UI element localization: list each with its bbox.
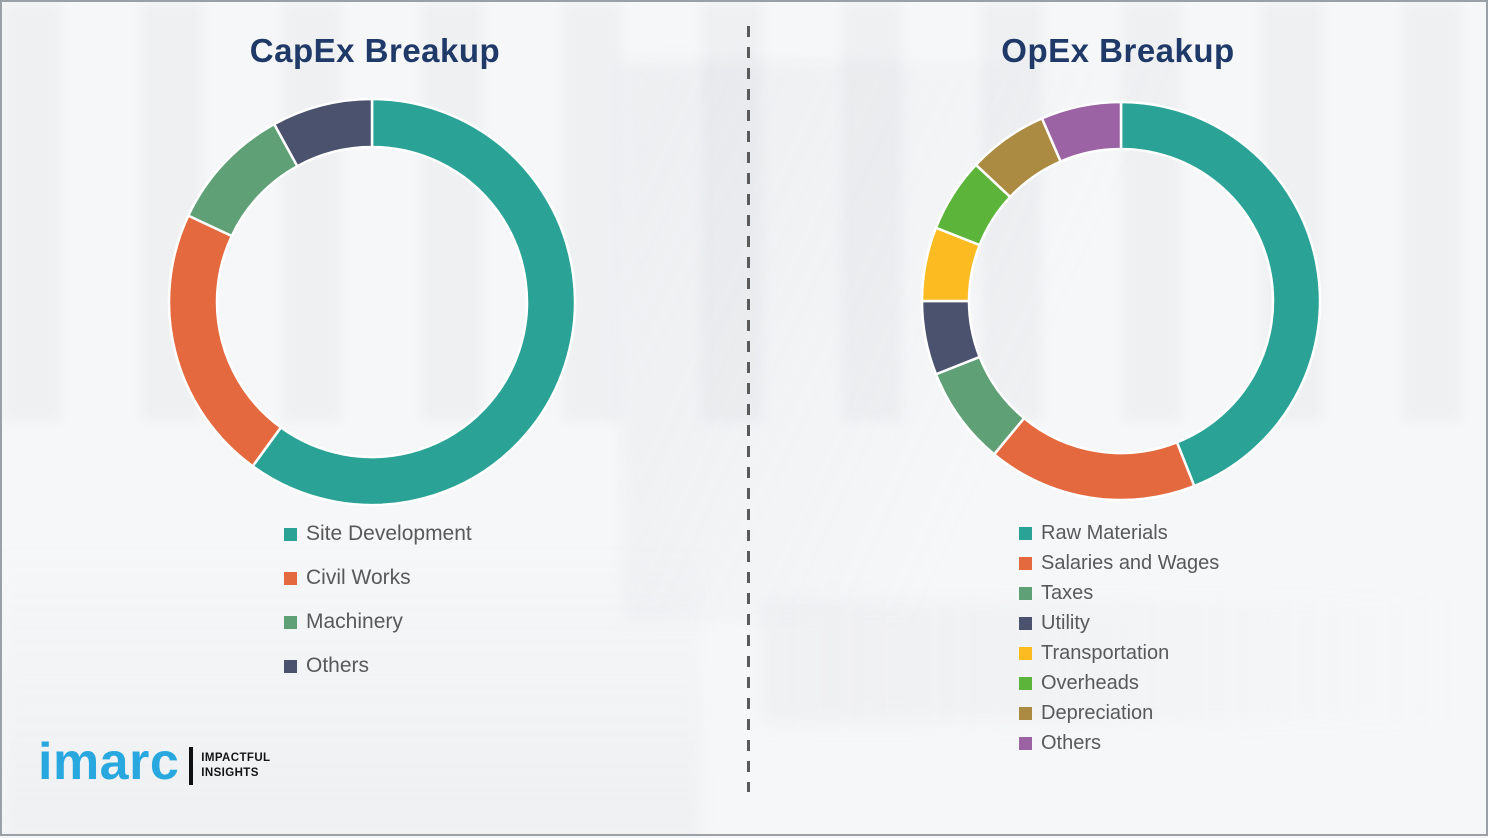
capex-legend: Site Development Civil Works Machinery Othe… [284,512,472,688]
donut-segment-site-development [250,97,577,507]
opex-donut-chart [920,100,1322,502]
donut-segment-raw-materials [1119,100,1322,488]
legend-item: Raw Materials [1019,518,1219,548]
logo-tagline-line1: IMPACTFUL [201,751,271,764]
donut-segment-salaries-and-wages [992,416,1196,502]
legend-label: Taxes [1041,581,1094,604]
legend-label: Overheads [1041,671,1139,694]
legend-item: Taxes [1019,578,1219,608]
legend-item: Overheads [1019,668,1219,698]
capex-donut-chart [167,97,577,507]
logo-tagline: IMPACTFUL INSIGHTS [201,751,270,781]
legend-swatch [1019,526,1032,540]
legend-swatch [1019,616,1032,630]
imarc-logo-wordmark: imarc [38,733,180,791]
logo-divider-bar [189,746,194,785]
legend-label: Transportation [1041,641,1170,664]
legend-label: Civil Works [306,566,411,589]
legend-item: Salaries and Wages [1019,548,1219,578]
legend-swatch [1019,646,1032,660]
legend-label: Site Development [306,522,472,545]
legend-swatch [1019,556,1032,570]
logo-tagline-line2: INSIGHTS [201,766,259,779]
legend-swatch [1019,736,1032,750]
legend-item: Civil Works [284,556,472,600]
legend-item: Site Development [284,512,472,556]
legend-swatch [284,527,297,541]
capex-chart-title: CapEx Breakup [249,32,501,69]
donut-segment-machinery [186,122,300,238]
donut-segment-others [272,97,374,168]
legend-swatch [1019,706,1032,720]
legend-swatch [284,615,297,629]
legend-item: Others [1019,728,1219,758]
opex-chart-title: OpEx Breakup [1001,32,1235,69]
legend-label: Utility [1041,611,1090,634]
donut-segment-civil-works [167,213,283,468]
legend-swatch [1019,586,1032,600]
legend-item: Utility [1019,608,1219,638]
legend-swatch [284,571,297,585]
legend-item: Others [284,644,472,688]
legend-label: Others [306,654,370,677]
donut-segment-others [1040,100,1123,164]
legend-label: Depreciation [1041,701,1154,724]
legend-label: Salaries and Wages [1041,551,1220,574]
legend-swatch [284,659,297,673]
legend-item: Machinery [284,600,472,644]
imarc-logo: imarc IMPACTFUL INSIGHTS [38,733,270,791]
vertical-dashed-divider [747,26,750,792]
opex-legend: Raw Materials Salaries and Wages Taxes Util… [1019,518,1219,758]
legend-label: Machinery [306,610,403,633]
legend-item: Transportation [1019,638,1219,668]
legend-label: Others [1041,731,1102,754]
legend-item: Depreciation [1019,698,1219,728]
legend-label: Raw Materials [1041,521,1168,544]
legend-swatch [1019,676,1032,690]
